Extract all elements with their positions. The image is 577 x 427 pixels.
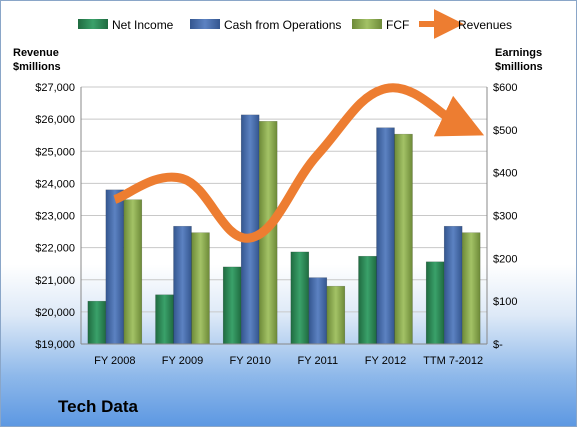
bar-cash-from-operations: [376, 127, 395, 345]
bar-fcf: [461, 232, 481, 345]
bar-fcf: [394, 133, 413, 345]
bar-cash-from-operations: [240, 114, 260, 345]
left-tick-label: $22,000: [35, 243, 75, 255]
legend-label-fcf: FCF: [386, 18, 409, 32]
bar-net-income: [290, 251, 310, 345]
left-axis-title-line1: Revenue: [13, 47, 59, 59]
bar-net-income: [155, 294, 174, 345]
bars: [87, 114, 481, 345]
legend-label-cash-from-operations: Cash from Operations: [224, 18, 341, 32]
line-revenues: [113, 83, 485, 243]
bar-net-income: [425, 261, 445, 345]
left-tick-label: $26,000: [35, 114, 75, 126]
left-tick-label: $19,000: [35, 339, 75, 351]
bar-fcf: [123, 199, 143, 345]
legend-label-net-income: Net Income: [112, 18, 174, 32]
right-tick-label: $400: [493, 168, 517, 180]
left-tick-label: $24,000: [35, 178, 75, 190]
left-axis-title-line2: $millions: [13, 61, 61, 73]
right-tick-label: $200: [493, 253, 517, 265]
right-tick-label: $100: [493, 296, 517, 308]
right-tick-label: $500: [493, 125, 517, 137]
x-tick-label: FY 2010: [229, 355, 270, 367]
bar-net-income: [358, 255, 377, 345]
x-tick-label: FY 2009: [162, 355, 203, 367]
bar-cash-from-operations: [173, 225, 192, 345]
company-title: Tech Data: [58, 397, 138, 416]
axes: $19,000 $20,000 $21,000 $22,000 $23,000 $24,0…: [35, 82, 517, 367]
right-tick-label: $-: [493, 339, 503, 351]
left-tick-label: $25,000: [35, 146, 75, 158]
bar-cash-from-operations: [443, 225, 463, 345]
legend-swatch-net-income: [78, 19, 108, 29]
right-axis-title-line1: Earnings: [495, 47, 542, 59]
x-tick-label: FY 2008: [94, 355, 135, 367]
right-tick-label: $600: [493, 82, 517, 94]
left-tick-label: $20,000: [35, 307, 75, 319]
right-tick-label: $300: [493, 211, 517, 223]
left-tick-label: $27,000: [35, 82, 75, 94]
left-tick-label: $21,000: [35, 275, 75, 287]
revenue-line: [113, 83, 485, 243]
bar-cash-from-operations: [308, 277, 328, 345]
legend-swatch-fcf: [352, 19, 382, 29]
legend: Net Income Cash from Operations FCF Reve…: [78, 9, 512, 39]
left-tick-label: $23,000: [35, 211, 75, 223]
bar-fcf: [326, 285, 346, 345]
x-tick-label: FY 2011: [298, 355, 339, 367]
bar-net-income: [222, 266, 242, 345]
x-tick-label: TTM 7-2012: [423, 355, 483, 367]
x-tick-label: FY 2012: [365, 355, 406, 367]
bar-net-income: [87, 300, 107, 345]
legend-swatch-cash-from-operations: [190, 19, 220, 29]
bar-fcf: [191, 232, 210, 345]
bar-cash-from-operations: [105, 189, 125, 345]
legend-label-revenues: Revenues: [458, 18, 512, 32]
right-axis-title-line2: $millions: [495, 61, 543, 73]
